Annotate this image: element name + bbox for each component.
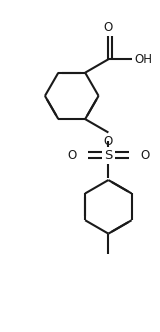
Text: O: O — [104, 22, 113, 35]
Text: O: O — [67, 149, 76, 162]
Text: O: O — [104, 134, 113, 147]
Text: S: S — [104, 149, 112, 162]
Text: OH: OH — [135, 53, 153, 66]
Text: O: O — [140, 149, 150, 162]
